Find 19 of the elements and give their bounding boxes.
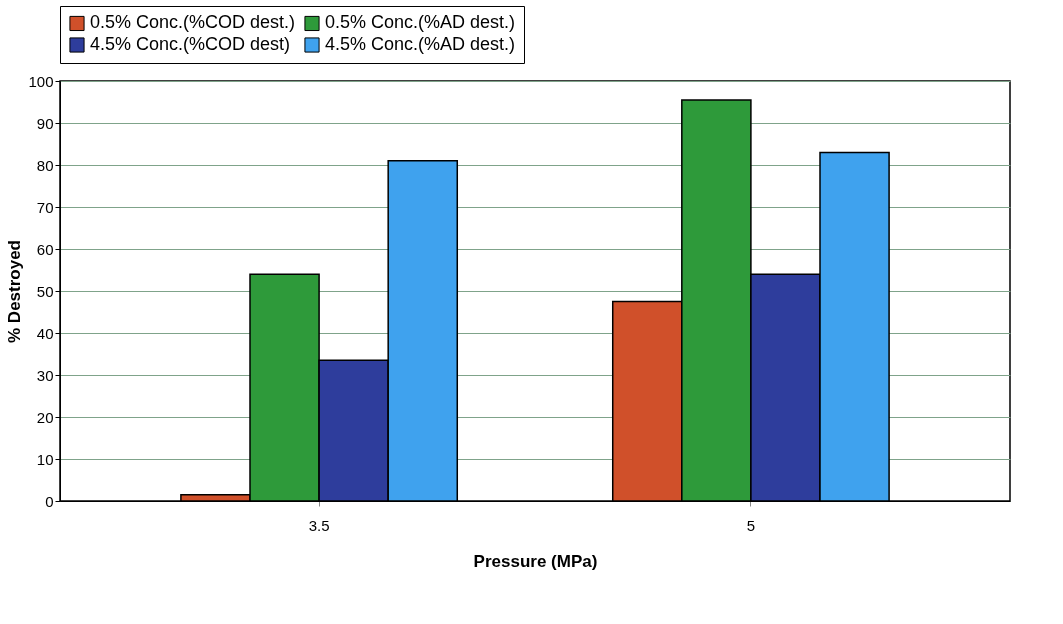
y-tick-label: 90 (36, 114, 54, 132)
x-tick-label: 5 (746, 516, 756, 534)
y-tick-label: 100 (28, 72, 54, 90)
y-tick-label: 70 (36, 198, 54, 216)
y-tick-label: 40 (36, 324, 54, 342)
y-tick-label: 30 (36, 366, 54, 384)
legend-label: 4.5% Conc.(%COD dest) (90, 34, 291, 54)
x-axis-title: Pressure (MPa) (473, 551, 598, 571)
legend-label: 0.5% Conc.(%COD dest.) (90, 12, 296, 33)
y-axis-title: % Destroyed (5, 240, 25, 343)
y-tick-label: 50 (36, 282, 54, 300)
x-tick-label: 3.5 (308, 516, 330, 534)
y-tick-label: 80 (36, 156, 54, 174)
y-tick-label: 60 (36, 240, 54, 258)
y-tick-label: 20 (36, 408, 54, 426)
y-tick-label: 0 (45, 492, 54, 510)
legend-label: 4.5% Conc.(%AD dest.) (325, 34, 516, 54)
legend-label: 0.5% Conc.(%AD dest.) (325, 12, 516, 33)
y-tick-label: 10 (36, 450, 54, 468)
